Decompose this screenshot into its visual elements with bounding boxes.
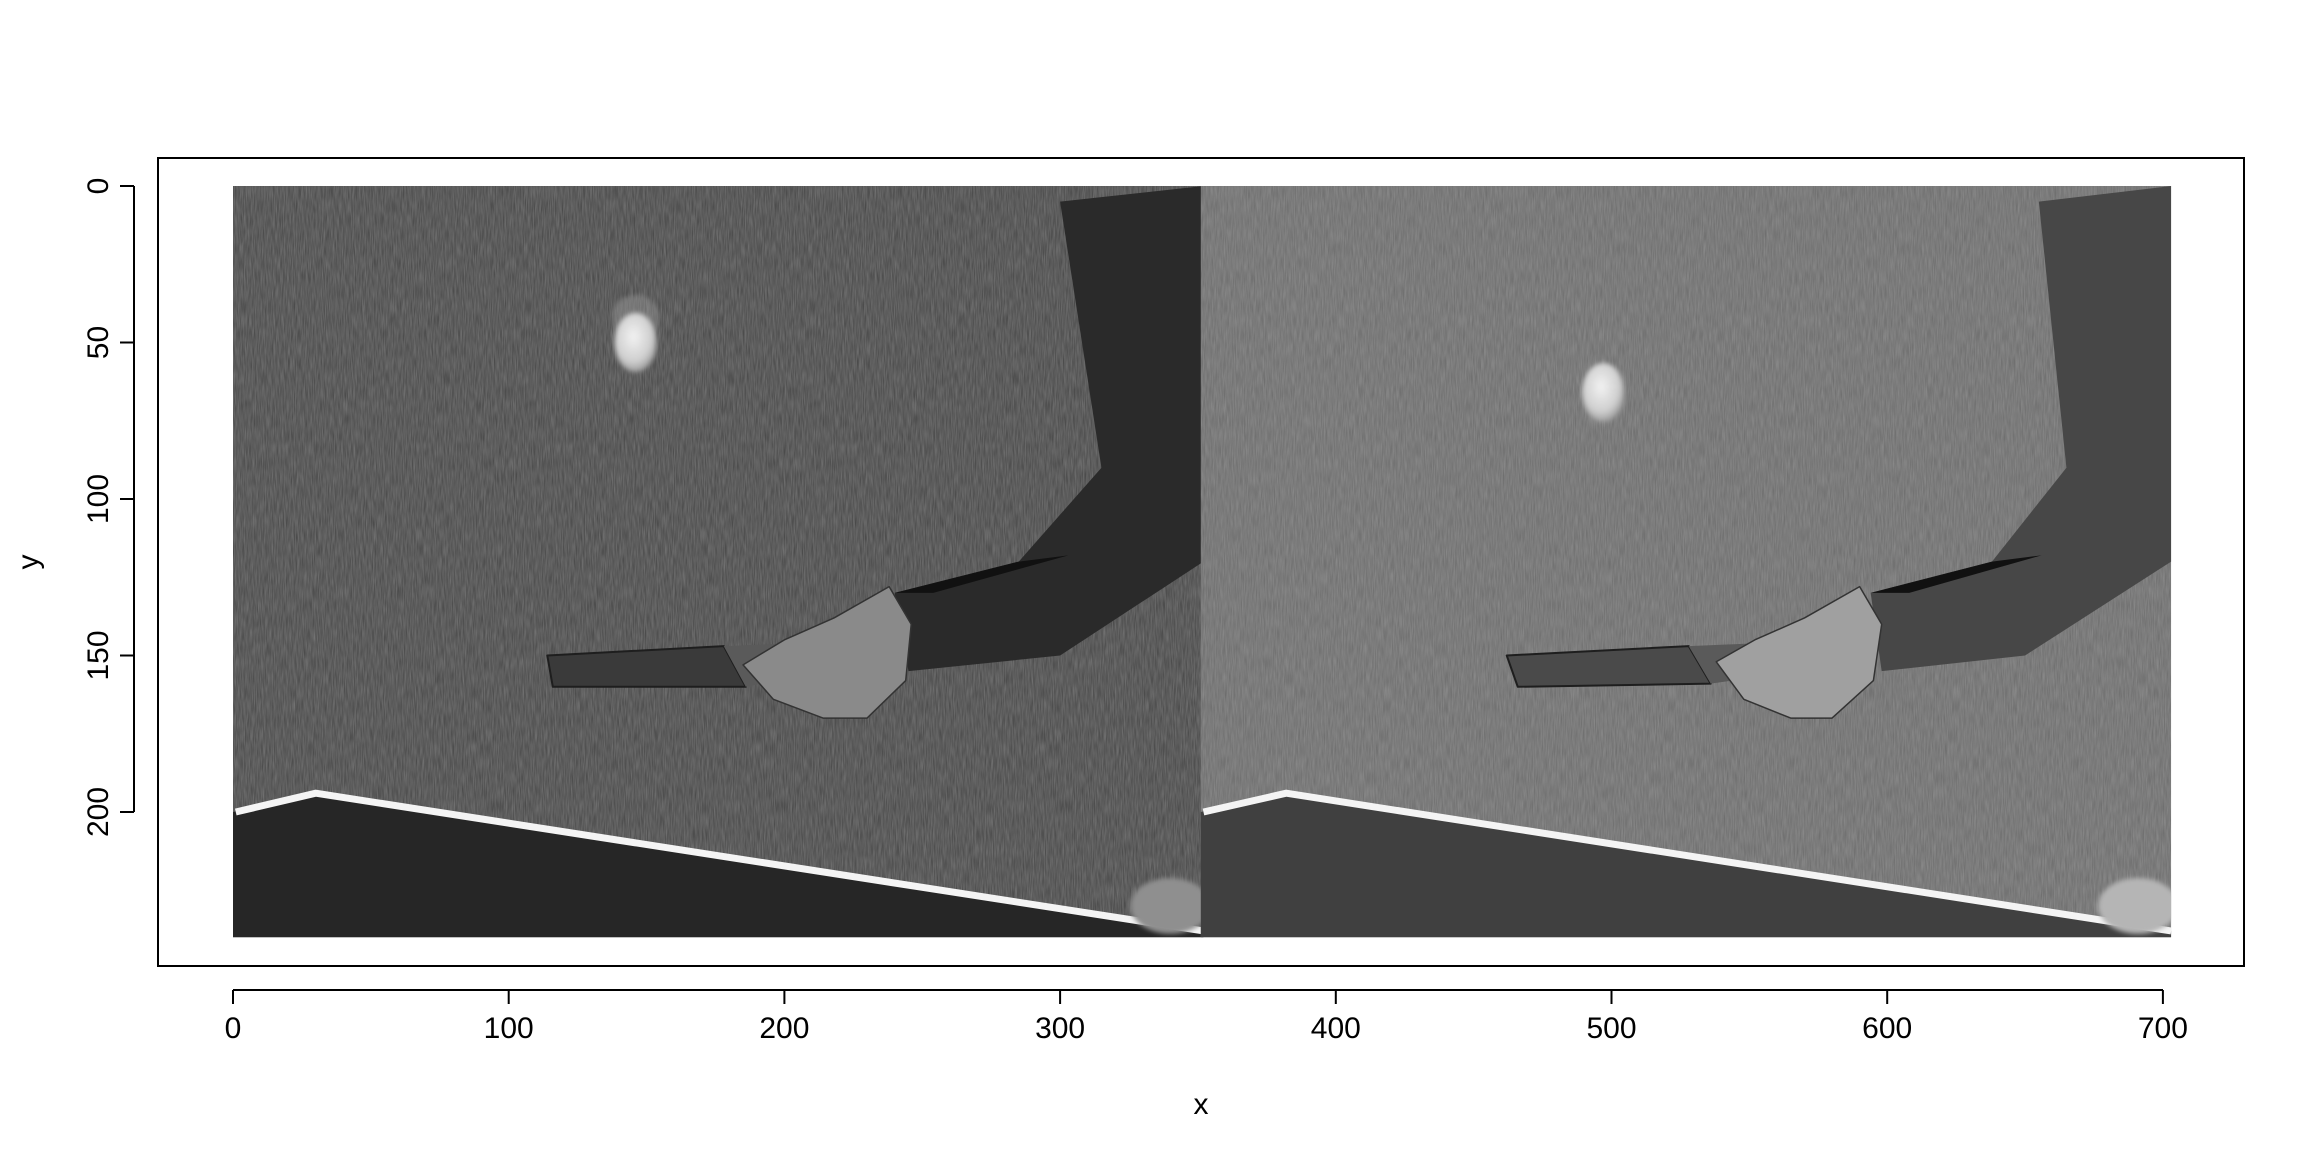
y-tick-label: 100 <box>82 474 115 524</box>
x-tick-label: 0 <box>225 1012 242 1045</box>
ping-pong-ball <box>1582 363 1625 423</box>
plot-frame <box>157 157 2245 967</box>
table-edge-line <box>234 789 1204 935</box>
knee <box>1130 877 1204 934</box>
x-tick-label: 400 <box>1311 1012 1361 1045</box>
x-axis-ticks: 0 100 200 300 400 500 600 700 <box>225 990 2188 1045</box>
table-surface <box>1200 793 2172 938</box>
ping-pong-ball <box>614 312 657 373</box>
cuff <box>894 555 1069 593</box>
x-tick-label: 200 <box>759 1012 809 1045</box>
x-tick-label: 600 <box>1862 1012 1912 1045</box>
knee <box>2098 877 2172 934</box>
x-tick-label: 300 <box>1035 1012 1085 1045</box>
x-tick-label: 100 <box>484 1012 534 1045</box>
table-surface <box>233 793 1204 938</box>
x-tick-label: 700 <box>2138 1012 2188 1045</box>
sleeve <box>1870 186 2172 672</box>
sleeve <box>894 186 1204 672</box>
table-edge-line <box>1202 789 2172 935</box>
hand <box>742 585 912 719</box>
y-axis-ticks: 0 50 100 150 200 <box>82 178 134 837</box>
hand <box>1715 585 1883 719</box>
frame-light-panel <box>1200 186 2172 938</box>
x-axis-title: x <box>1194 1088 1209 1121</box>
y-axis-title: y <box>12 555 45 570</box>
frame-dark-panel <box>233 186 1204 938</box>
image-panels <box>233 186 2172 938</box>
y-tick-label: 200 <box>82 787 115 837</box>
y-tick-label: 0 <box>82 178 115 195</box>
y-tick-label: 50 <box>82 326 115 359</box>
x-tick-label: 500 <box>1586 1012 1636 1045</box>
y-tick-label: 150 <box>82 630 115 680</box>
cuff <box>1870 555 2042 593</box>
